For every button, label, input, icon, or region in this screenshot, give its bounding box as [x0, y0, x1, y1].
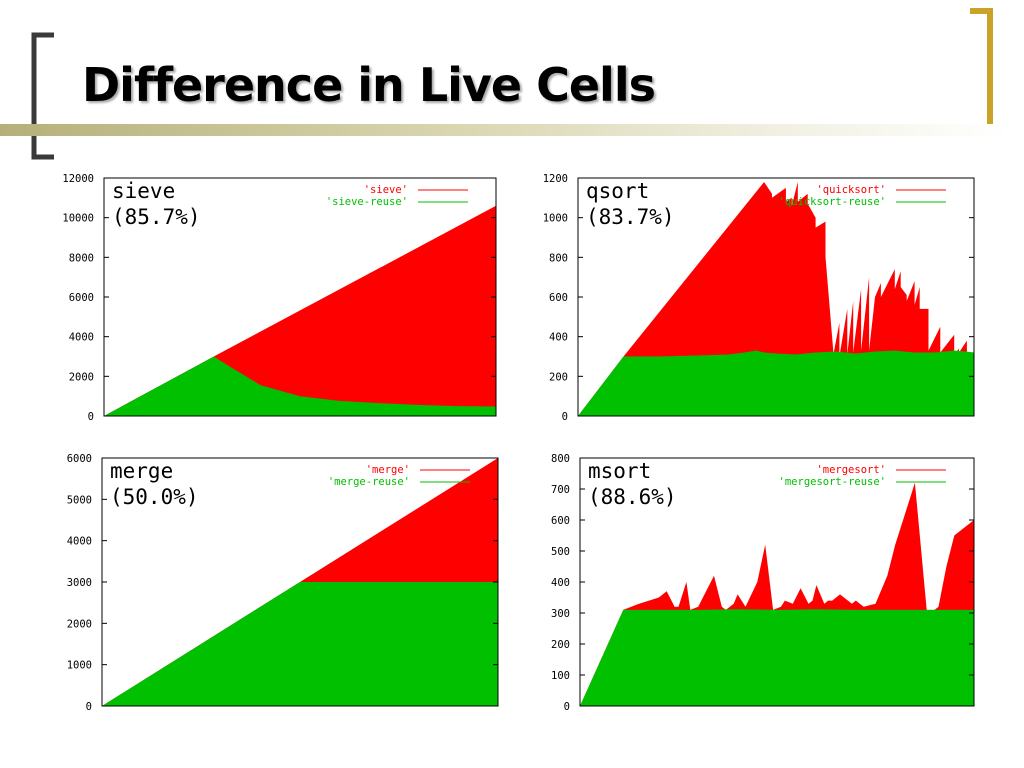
chart-svg: 0 200 400 600 800 1000 1200 qsort(83.7%) 'quicks… — [543, 173, 975, 422]
y-tick-label: 0 — [564, 701, 570, 713]
y-tick-label: 800 — [551, 453, 570, 465]
series-area-green — [102, 582, 498, 706]
series-area-green — [578, 350, 974, 416]
y-tick-label: 100 — [551, 670, 570, 682]
legend-label: 'mergesort' — [816, 464, 886, 476]
y-tick-label: 5000 — [67, 494, 92, 506]
y-tick-label: 0 — [86, 701, 92, 713]
chart-title: sieve — [112, 179, 175, 203]
y-tick-label: 8000 — [69, 252, 94, 264]
y-tick-label: 500 — [551, 546, 570, 558]
chart-svg: 0 100 200 300 400 500 600 700 800 msort(88.6%) 'me… — [551, 453, 975, 713]
series-area-green — [580, 609, 974, 706]
legend-label: 'merge' — [366, 464, 410, 476]
y-tick-label: 4000 — [69, 332, 94, 344]
y-tick-label: 0 — [88, 411, 94, 422]
y-tick-label: 1200 — [543, 173, 568, 185]
y-tick-label: 200 — [549, 371, 568, 383]
y-tick-label: 2000 — [67, 618, 92, 630]
right-bracket-icon — [970, 8, 993, 136]
legend-label: 'quicksort' — [816, 184, 886, 196]
chart-subtitle: (85.7%) — [112, 205, 201, 229]
chart-svg: 0 2000 4000 6000 8000 10000 12000 sieve(85.7%) '… — [62, 173, 497, 422]
chart-subtitle: (50.0%) — [110, 485, 199, 509]
y-tick-label: 0 — [562, 411, 568, 422]
legend-label: 'sieve-reuse' — [326, 196, 408, 208]
chart-sieve: 0 2000 4000 6000 8000 10000 12000 sieve (85.7%) '… — [30, 168, 502, 422]
left-bracket-icon — [31, 32, 54, 160]
y-tick-label: 600 — [551, 515, 570, 527]
chart-subtitle: (88.6%) — [588, 485, 677, 509]
y-tick-label: 800 — [549, 252, 568, 264]
y-tick-label: 3000 — [67, 577, 92, 589]
chart-merge: 0 1000 2000 3000 4000 5000 6000 merge (50.0%) 'me… — [30, 448, 502, 714]
legend-label: 'mergesort-reuse' — [779, 476, 886, 488]
legend-label: 'merge-reuse' — [328, 476, 410, 488]
chart-title: merge — [110, 459, 173, 483]
legend-label: 'quicksort-reuse' — [779, 196, 886, 208]
y-tick-label: 1000 — [543, 213, 568, 225]
chart-title: qsort — [586, 179, 649, 203]
y-tick-label: 400 — [551, 577, 570, 589]
title-underline-bar — [0, 124, 1010, 136]
series-area-green — [104, 356, 496, 416]
y-tick-label: 6000 — [67, 453, 92, 465]
y-tick-label: 1000 — [67, 660, 92, 672]
chart-svg: 0 1000 2000 3000 4000 5000 6000 merge(50.0%) 'me… — [67, 453, 499, 713]
y-tick-label: 200 — [551, 639, 570, 651]
y-tick-label: 300 — [551, 608, 570, 620]
chart-title: msort — [588, 459, 651, 483]
y-tick-label: 10000 — [62, 213, 94, 225]
y-tick-label: 700 — [551, 484, 570, 496]
y-tick-label: 400 — [549, 332, 568, 344]
y-tick-label: 2000 — [69, 371, 94, 383]
y-tick-label: 6000 — [69, 292, 94, 304]
chart-qsort: 0 200 400 600 800 1000 1200 qsort (83.7%) 'quicks… — [510, 168, 980, 422]
y-tick-label: 12000 — [62, 173, 94, 185]
chart-msort: 0 100 200 300 400 500 600 700 800 msort (88.6%) 'me… — [510, 448, 980, 714]
y-tick-label: 600 — [549, 292, 568, 304]
legend-label: 'sieve' — [364, 184, 408, 196]
y-tick-label: 4000 — [67, 536, 92, 548]
slide-title: Difference in Live Cells — [82, 58, 656, 112]
chart-subtitle: (83.7%) — [586, 205, 675, 229]
